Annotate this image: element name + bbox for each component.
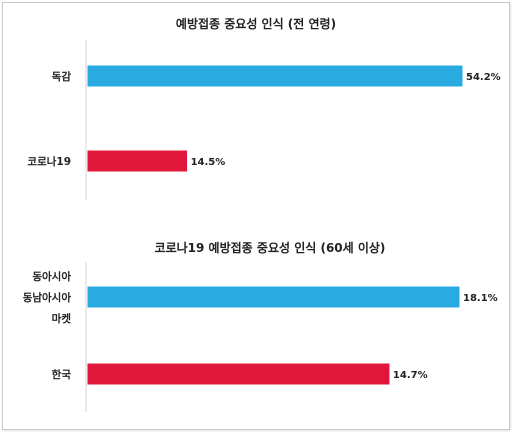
value-label-2-1: 18.1% [463,293,498,304]
bar-1-1 [86,64,464,88]
category-label-2-1-3: 마켓 [52,312,72,325]
category-label-1-1: 독감 [52,71,72,83]
category-label-2-1-1: 동아시아 [32,270,71,283]
chart-1-title: 예방접종 중요성 인식 (전 연령) [176,16,336,31]
bar-1-2 [86,149,189,173]
bar-2-2 [86,362,391,386]
category-label-2-1-2: 동남아시아 [23,291,72,304]
value-label-1-1: 54.2% [466,72,501,83]
category-label-1-2: 코로나19 [27,155,71,168]
value-label-2-2: 14.7% [393,370,428,381]
bar-2-1 [86,285,461,309]
chart-2-title: 코로나19 예방접종 중요성 인식 (60세 이상) [155,240,386,255]
chart-1-marks: 54.2% 독감 14.5% 코로나19 [27,64,501,173]
category-label-2-2: 한국 [52,368,72,381]
value-label-1-2: 14.5% [191,157,226,168]
